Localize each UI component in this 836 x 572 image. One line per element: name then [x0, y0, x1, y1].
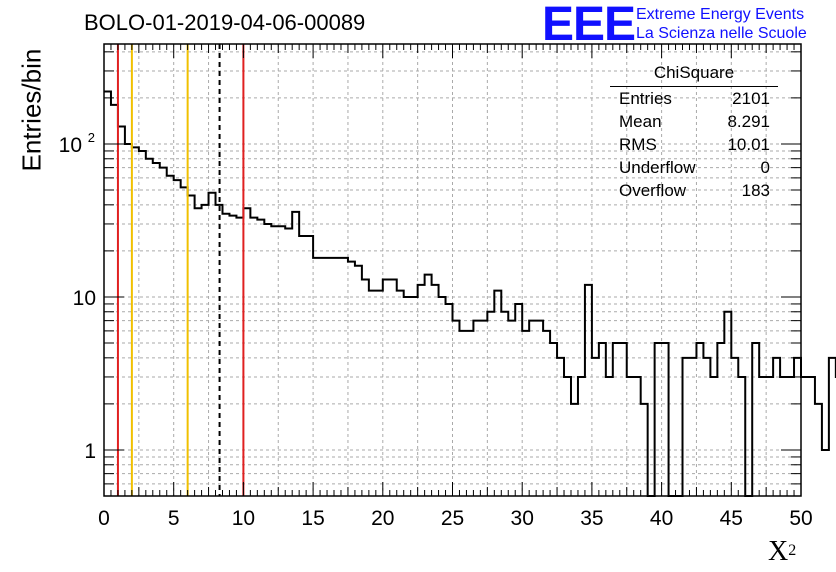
stats-value: 2101 — [732, 89, 770, 108]
stats-name: Overflow — [619, 181, 687, 200]
stats-name: Underflow — [619, 158, 696, 177]
stats-value: 183 — [741, 181, 770, 200]
x-tick-label: 0 — [98, 507, 110, 530]
stats-name: RMS — [619, 135, 657, 154]
eee-logo: EEE — [542, 0, 636, 51]
x-tick-label: 15 — [301, 507, 324, 530]
stats-value: 8.291 — [727, 112, 770, 131]
stats-row-rms: RMS 10.01 — [610, 133, 778, 156]
y-tick-label: 1 — [84, 440, 96, 463]
stats-name: Mean — [619, 112, 662, 131]
x-tick-label: 45 — [720, 507, 743, 530]
stats-value: 0 — [760, 158, 770, 177]
stats-name: Entries — [619, 89, 672, 108]
x-axis-label: X2 — [768, 536, 796, 568]
logo-text-line1: Extreme Energy Events — [636, 6, 805, 23]
chart-title: BOLO-01-2019-04-06-00089 — [84, 10, 366, 35]
histogram-line — [104, 90, 836, 497]
x-tick-label: 20 — [371, 507, 394, 530]
stats-row-entries: Entries 2101 — [610, 87, 778, 110]
y-tick-label: 10 — [59, 134, 82, 157]
logo-text-line2: La Scienza nelle Scuole — [636, 25, 807, 42]
stats-title: ChiSquare — [610, 63, 778, 87]
x-tick-label: 30 — [511, 507, 534, 530]
x-tick-label: 50 — [789, 507, 812, 530]
stats-value: 10.01 — [727, 135, 770, 154]
y-tick-label-exponent: 2 — [88, 130, 95, 145]
stats-row-overflow: Overflow 183 — [610, 179, 778, 202]
x-axis-label-base: X — [768, 536, 789, 567]
stats-row-underflow: Underflow 0 — [610, 156, 778, 179]
stats-row-mean: Mean 8.291 — [610, 110, 778, 133]
x-tick-label: 5 — [168, 507, 180, 530]
x-tick-label: 40 — [650, 507, 673, 530]
stats-box: ChiSquare Entries 2101 Mean 8.291 RMS 10… — [610, 63, 778, 202]
y-tick-label: 10 — [73, 287, 96, 310]
x-tick-label: 35 — [580, 507, 603, 530]
x-axis-label-exponent: 2 — [788, 542, 797, 559]
x-tick-label: 25 — [441, 507, 464, 530]
x-tick-label: 10 — [232, 507, 255, 530]
